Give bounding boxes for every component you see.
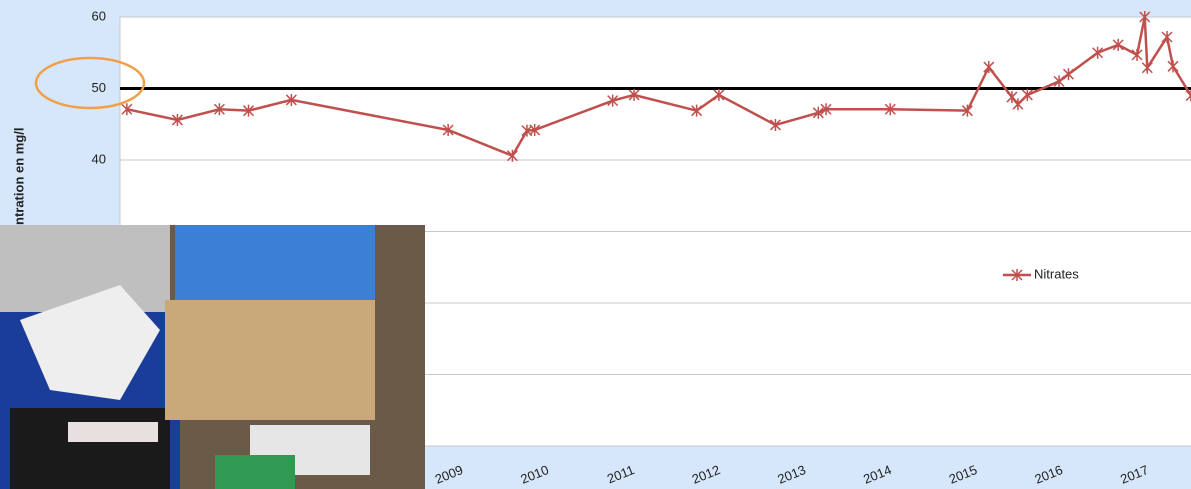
legend-label: Nitrates — [1034, 266, 1079, 281]
x-tick-label: 2015 — [947, 462, 979, 487]
x-tick-label: 2017 — [1118, 462, 1150, 487]
x-tick-label: 2011 — [605, 462, 637, 486]
y-tick-label: 50 — [92, 80, 106, 95]
photo-binder — [175, 225, 375, 305]
x-tick-label: 2013 — [775, 462, 807, 487]
y-tick-label: 60 — [92, 8, 106, 23]
y-axis-label: ntration en mg/l — [11, 128, 26, 226]
x-tick-label: 2012 — [690, 462, 722, 487]
photo — [0, 225, 425, 489]
x-tick-label: 2009 — [433, 462, 465, 487]
x-tick-label: 2014 — [861, 462, 893, 487]
chart: ntration en mg/l 01020304050602009201020… — [0, 0, 1191, 489]
page: {"chart_data": {"type": "line", "y_label… — [0, 0, 1191, 489]
x-tick-label: 2010 — [518, 462, 550, 487]
y-tick-label: 40 — [92, 151, 106, 166]
photo-box — [215, 455, 295, 489]
photo-tray — [10, 408, 170, 489]
photo-papers — [165, 300, 375, 420]
x-tick-label: 2016 — [1032, 462, 1064, 487]
photo-vials — [68, 422, 158, 442]
